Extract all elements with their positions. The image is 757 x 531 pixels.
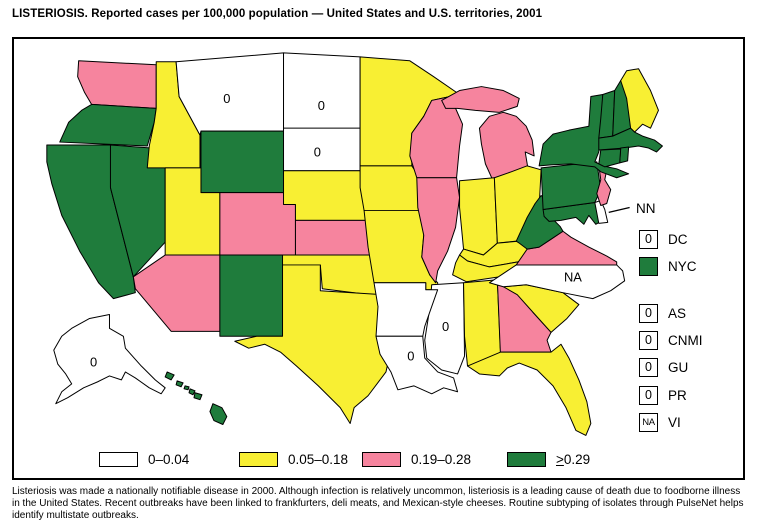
pr-value-box: 0 (639, 386, 658, 405)
legend-label-1: 0.05–0.18 (288, 452, 349, 467)
state-LA (375, 335, 459, 395)
vi-value-box: NA (639, 413, 658, 432)
state-NM (219, 254, 284, 337)
gu-label: GU (668, 360, 689, 375)
footnote: Listeriosis was made a nationally notifi… (12, 486, 744, 522)
state-AZ (132, 254, 221, 332)
map-legend: 0–0.04 0.05–0.18 0.19–0.28 >0.29 (14, 452, 743, 474)
figure-title: LISTERIOSIS. Reported cases per 100,000 … (12, 8, 543, 20)
territory-row-gu: 0 GU (639, 358, 688, 377)
map-label-AK: 0 (90, 355, 97, 370)
state-AK (53, 313, 166, 405)
territory-row-as: 0 AS (639, 304, 686, 323)
map-label-SD: 0 (314, 144, 321, 159)
legend-item-1: 0.05–0.18 (239, 452, 348, 467)
territory-row-pr: 0 PR (639, 386, 687, 405)
cnmi-value-box: 0 (639, 331, 658, 350)
legend-item-0: 0–0.04 (99, 452, 189, 467)
state-WY (200, 130, 285, 194)
state-ND (283, 52, 361, 129)
map-label-LA: 0 (407, 349, 414, 364)
as-value-box: 0 (639, 304, 658, 323)
dc-label: DC (668, 232, 688, 247)
dc-value-box: 0 (639, 230, 658, 249)
state-OR (59, 103, 157, 147)
us-choropleth-map: 0 0 0 0 0 0 NA (46, 52, 663, 436)
legend-label-2: 0.19–0.28 (411, 452, 472, 467)
state-WV (515, 195, 564, 250)
as-label: AS (668, 306, 687, 321)
legend-label-0: 0–0.04 (148, 452, 190, 467)
state-NE (283, 170, 371, 221)
legend-swatch-white (99, 452, 138, 467)
gu-value-box: 0 (639, 358, 658, 377)
map-label-ND: 0 (318, 98, 325, 113)
pr-label: PR (668, 388, 687, 403)
map-label-NC: NA (564, 269, 582, 284)
state-KS (294, 219, 377, 256)
state-WA (77, 60, 157, 109)
legend-swatch-pink (362, 452, 401, 467)
map-label-MT: 0 (223, 91, 230, 106)
nyc-value-box (639, 257, 658, 276)
legend-swatch-yellow (239, 452, 278, 467)
state-CT (598, 148, 622, 168)
state-AR (373, 282, 439, 337)
legend-item-2: 0.19–0.28 (362, 452, 471, 467)
territory-row-vi: NA VI (639, 413, 681, 432)
territory-row-nyc: NYC (639, 257, 697, 276)
nyc-label: NYC (668, 259, 697, 274)
state-PA (540, 161, 602, 210)
vi-label: VI (668, 415, 681, 430)
map-label-MS: 0 (442, 319, 449, 334)
state-NY (538, 93, 630, 179)
legend-label-3: >0.29 (556, 452, 591, 467)
state-ME (620, 68, 659, 133)
state-IN (459, 177, 498, 256)
state-MI (441, 86, 535, 185)
nn-leader-line (608, 206, 630, 214)
state-WI (409, 93, 464, 179)
territory-row-dc: 0 DC (639, 230, 688, 249)
state-FL (467, 343, 592, 436)
territory-row-cnmi: 0 CNMI (639, 331, 703, 350)
legend-item-3: >0.29 (507, 452, 590, 467)
map-frame: 0 0 0 0 0 0 NA NN 0 DC NYC 0 AS 0 CNMI 0 (12, 37, 745, 480)
state-SD (283, 127, 361, 172)
cnmi-label: CNMI (668, 333, 703, 348)
legend-swatch-green (507, 452, 546, 467)
nn-annotation-label: NN (636, 201, 656, 216)
state-HI (164, 371, 228, 425)
